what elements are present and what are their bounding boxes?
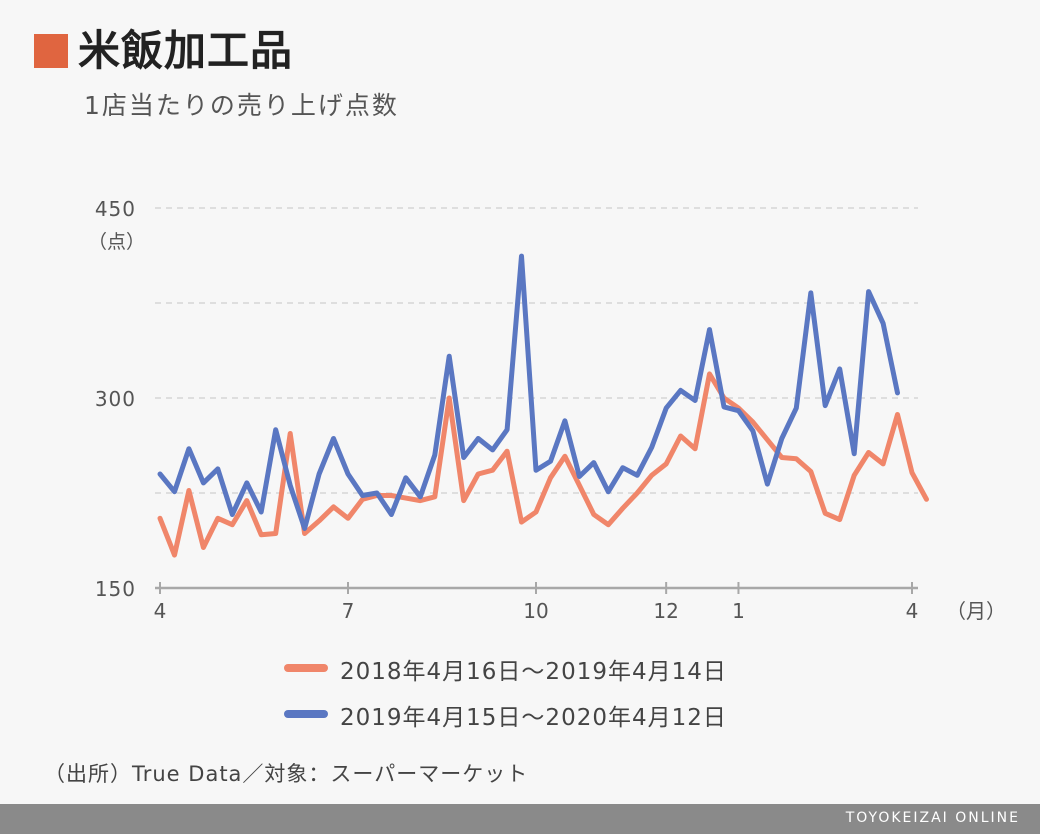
x-tick-label: 12 — [653, 599, 678, 623]
x-tick-label: 4 — [154, 599, 167, 623]
legend-label-2018: 2018年4月16日～2019年4月14日 — [340, 659, 727, 685]
y-tick-label: 300 — [95, 387, 136, 411]
legend-swatch-2019 — [284, 710, 328, 718]
series-line-2018 — [157, 371, 929, 558]
footer-bar: TOYOKEIZAI ONLINE — [0, 804, 1040, 834]
chart-subtitle: 1店当たりの売り上げ点数 — [84, 91, 399, 120]
chart-title: 米飯加工品 — [78, 26, 294, 75]
title-color-square — [34, 34, 68, 68]
x-tick-label: 1 — [732, 599, 745, 623]
footer-brand: TOYOKEIZAI ONLINE — [845, 810, 1020, 826]
source-note: （出所）True Data／対象：スーパーマーケット — [44, 762, 529, 786]
legend-label-2019: 2019年4月15日～2020年4月12日 — [340, 705, 727, 731]
y-tick-label: 450 — [95, 197, 136, 221]
x-tick-label: 10 — [523, 599, 548, 623]
x-unit-label: （月） — [946, 599, 1006, 623]
x-tick-label: 4 — [906, 599, 919, 623]
x-tick-label: 7 — [342, 599, 355, 623]
legend-swatch-2018 — [284, 664, 328, 672]
y-tick-label: 150 — [95, 577, 136, 601]
series-line-2019 — [157, 253, 900, 531]
y-unit-label: （点） — [88, 231, 145, 253]
